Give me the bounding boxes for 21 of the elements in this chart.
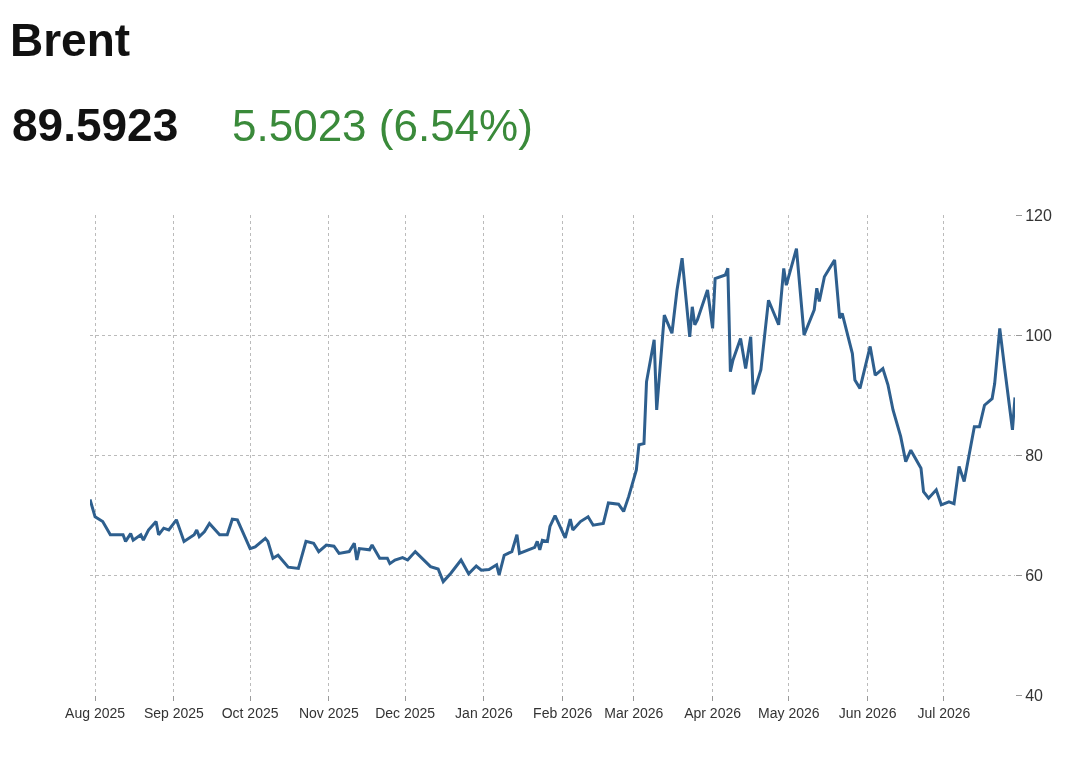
- x-tick-label: Dec 2025: [375, 704, 436, 721]
- chart-subtitle: 89.5923: [12, 99, 179, 151]
- x-tick-label: Apr 2026: [684, 704, 742, 721]
- x-tick-label: May 2026: [758, 704, 820, 721]
- y-tick-label: 120: [1025, 206, 1052, 224]
- x-tick-label: Nov 2025: [298, 704, 360, 721]
- text: 5.5023 (6.54%): [232, 101, 533, 150]
- x-tick-label: Sep 2025: [143, 704, 205, 721]
- x-tick-label: Jan 2026: [455, 704, 513, 721]
- x-tick-label: Mar 2026: [604, 704, 664, 721]
- x-tick-label: Oct 2025: [221, 704, 279, 721]
- x-tick-label: Jul 2026: [917, 704, 971, 721]
- line-series: [90, 247, 1015, 584]
- x-tick-label: Jun 2026: [838, 704, 897, 721]
- x-tick-label: Feb 2026: [533, 704, 593, 721]
- y-tick-label: 100: [1025, 326, 1052, 344]
- y-tick-label: 40: [1025, 686, 1044, 704]
- chart-title: Brent: [10, 14, 131, 67]
- x-tick-label: Aug 2025: [65, 704, 126, 721]
- y-tick-label: 80: [1025, 446, 1044, 464]
- y-tick-label: 60: [1025, 566, 1044, 584]
